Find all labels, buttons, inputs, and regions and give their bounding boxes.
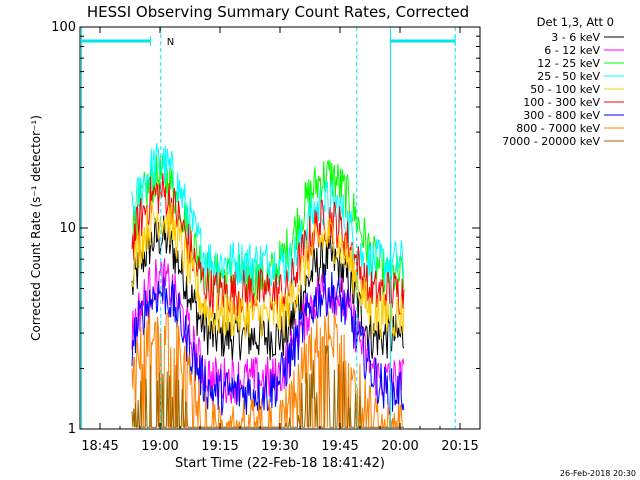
legend-label-1: 3 - 6 keV [551, 31, 600, 44]
data-layer [131, 143, 405, 428]
legend-label-2: 6 - 12 keV [544, 44, 600, 57]
flag-marker-n: N [167, 37, 174, 48]
marker-layer: N [81, 27, 456, 429]
legend-label-4: 25 - 50 keV [537, 70, 600, 83]
y-tick-label-3: 100 [51, 20, 76, 35]
y-tick-label-2: 10 [59, 221, 76, 236]
axis-layer: 18:45 19:00 19:15 19:30 19:45 20:00 20:15 1 10 10… [51, 20, 481, 454]
series-line-6 [131, 173, 405, 316]
legend-title: Det 1,3, Att 0 [537, 15, 614, 29]
legend-label-3: 12 - 25 keV [537, 57, 600, 70]
legend-label-9: 7000 - 20000 keV [502, 135, 600, 148]
chart-title: HESSI Observing Summary Count Rates, Cor… [87, 3, 469, 21]
y-tick-label-1: 1 [68, 422, 76, 437]
series-line-2 [131, 258, 405, 404]
series-line-5 [131, 200, 405, 340]
y-axis-label: Corrected Count Rate (s⁻¹ detector⁻¹) [29, 115, 43, 341]
legend-label-5: 50 - 100 keV [530, 83, 600, 96]
legend-label-7: 300 - 800 keV [523, 109, 600, 122]
x-axis-label: Start Time (22-Feb-18 18:41:42) [175, 456, 385, 471]
x-tick-label-6: 20:00 [381, 439, 418, 454]
series-line-9 [131, 345, 404, 428]
legend-label-8: 800 - 7000 keV [516, 122, 600, 135]
x-tick-label-1: 18:45 [81, 439, 118, 454]
x-tick-label-7: 20:15 [441, 439, 478, 454]
x-tick-label-3: 19:15 [201, 439, 238, 454]
legend-label-6: 100 - 300 keV [523, 96, 600, 109]
footer-date: 26-Feb-2018 20:30 [560, 469, 636, 478]
x-tick-label-2: 19:00 [141, 439, 178, 454]
x-tick-label-5: 19:45 [321, 439, 358, 454]
x-tick-label-4: 19:30 [261, 439, 298, 454]
